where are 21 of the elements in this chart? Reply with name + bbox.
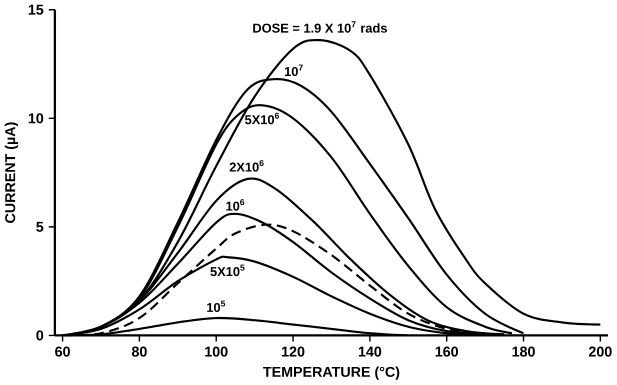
series-label: 5X10$^{5}$ [210,264,245,276]
x-tick-label: 160 [436,346,458,357]
x-tick-label: 60 [55,346,70,357]
x-tick-label: 140 [358,346,382,357]
y-axis-title: CURRENT (µA) [4,122,18,224]
series-label: DOSE = 1.9 X 10$^{7}$ rads [253,21,387,33]
x-tick-label: 180 [512,346,535,357]
x-tick-label: 120 [282,346,304,357]
series-label: 10$^{5}$ [207,300,226,312]
series-label: 5X10$^{6}$ [244,112,280,124]
y-tick-label: 5 [36,222,44,232]
y-tick-label: 10 [28,113,44,124]
y-tick-label: 15 [28,4,44,15]
series-label: 2X10$^{6}$ [230,160,264,172]
series-label: 10$^{6}$ [226,199,244,211]
x-tick-label: 80 [132,346,147,357]
x-tick-label: 100 [205,346,228,357]
x-tick-label: 200 [588,346,612,357]
series-label: 10$^{7}$ [284,64,303,76]
x-axis-title: TEMPERATURE (°C) [263,366,400,380]
y-tick-label: 0 [36,330,44,341]
